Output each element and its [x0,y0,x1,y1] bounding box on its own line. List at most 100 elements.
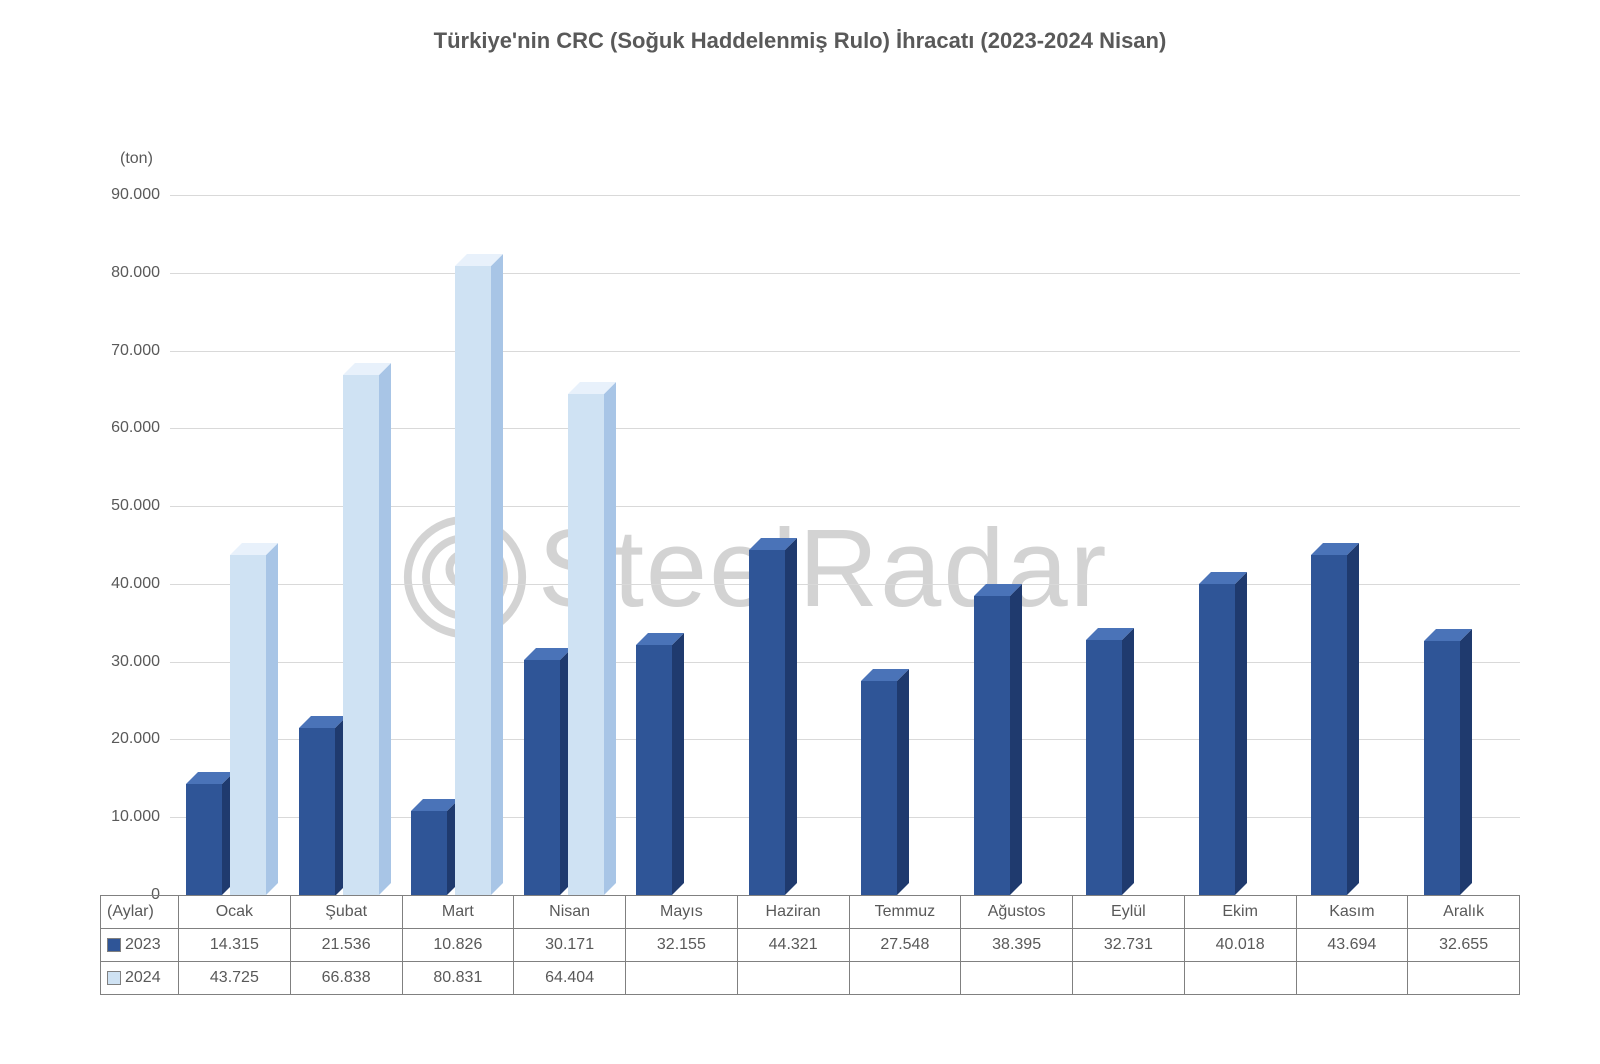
bar [974,596,1010,895]
data-cell: 44.321 [737,929,849,962]
category-group [508,195,621,895]
category-header-cell: Ağustos [961,896,1073,929]
plot-area: SteelRadar 010.00020.00030.00040.00050.0… [170,195,1520,895]
data-cell: 21.536 [290,929,402,962]
category-group [283,195,396,895]
data-cell: 14.315 [179,929,291,962]
y-axis-unit: (ton) [120,150,153,168]
categories-label-cell: (Aylar) [101,896,179,929]
y-tick-label: 80.000 [90,264,160,282]
category-group [395,195,508,895]
data-cell: 30.171 [514,929,626,962]
category-header-cell: Nisan [514,896,626,929]
bar [1311,555,1347,895]
data-cell: 32.655 [1408,929,1520,962]
y-tick-label: 50.000 [90,497,160,515]
data-cell [961,962,1073,995]
data-cell [737,962,849,995]
bar-side [1460,629,1472,895]
data-cell [1073,962,1185,995]
bar-side [1122,628,1134,895]
series-name: 2024 [125,969,161,986]
data-cell: 32.731 [1073,929,1185,962]
data-cell: 10.826 [402,929,514,962]
category-group [170,195,283,895]
bar [411,811,447,895]
series-label-cell: 2023 [101,929,179,962]
bar [186,784,222,895]
data-cell: 38.395 [961,929,1073,962]
bar-side [1235,572,1247,895]
category-group [1408,195,1521,895]
category-header-cell: Haziran [737,896,849,929]
bar-side [491,254,503,895]
bar-side [897,669,909,895]
table-header-row: (Aylar)OcakŞubatMartNisanMayısHaziranTem… [101,896,1520,929]
category-group [733,195,846,895]
category-group [958,195,1071,895]
bar [861,681,897,895]
series-name: 2023 [125,936,161,953]
series-label-cell: 2024 [101,962,179,995]
y-tick-label: 60.000 [90,419,160,437]
category-header-cell: Şubat [290,896,402,929]
y-tick-label: 40.000 [90,575,160,593]
y-tick-label: 70.000 [90,342,160,360]
bar [636,645,672,895]
category-header-cell: Mayıs [626,896,738,929]
table-row: 2024 43.72566.83880.83164.404 [101,962,1520,995]
category-header-cell: Kasım [1296,896,1408,929]
bar-side [672,633,684,895]
category-group [845,195,958,895]
bar [1424,641,1460,895]
bar-side [604,382,616,895]
data-cell: 40.018 [1184,929,1296,962]
bar-side [1347,543,1359,895]
bar-side [1010,584,1022,895]
bar [1086,640,1122,895]
category-group [1295,195,1408,895]
category-group [620,195,733,895]
data-cell: 64.404 [514,962,626,995]
y-tick-label: 30.000 [90,653,160,671]
bar [299,728,335,896]
data-cell [1408,962,1520,995]
bar-side [785,538,797,895]
data-cell: 43.694 [1296,929,1408,962]
chart-title: Türkiye'nin CRC (Soğuk Haddelenmiş Rulo)… [0,28,1600,54]
data-cell [1184,962,1296,995]
category-header-cell: Temmuz [849,896,961,929]
legend-swatch [107,971,121,985]
bar [568,394,604,895]
category-group [1183,195,1296,895]
bar-side [266,543,278,895]
legend-swatch [107,938,121,952]
data-table: (Aylar)OcakŞubatMartNisanMayısHaziranTem… [100,895,1520,995]
bar [749,550,785,895]
table-row: 2023 14.31521.53610.82630.17132.15544.321… [101,929,1520,962]
y-tick-label: 10.000 [90,808,160,826]
data-cell: 66.838 [290,962,402,995]
bar [343,375,379,895]
category-header-cell: Eylül [1073,896,1185,929]
y-tick-label: 20.000 [90,730,160,748]
category-header-cell: Aralık [1408,896,1520,929]
data-cell: 27.548 [849,929,961,962]
y-tick-label: 90.000 [90,186,160,204]
bar [455,266,491,895]
category-header-cell: Ekim [1184,896,1296,929]
category-header-cell: Mart [402,896,514,929]
data-cell [849,962,961,995]
bar [230,555,266,895]
bar [1199,584,1235,895]
data-cell [626,962,738,995]
data-cell: 32.155 [626,929,738,962]
category-header-cell: Ocak [179,896,291,929]
data-cell: 80.831 [402,962,514,995]
data-cell: 43.725 [179,962,291,995]
chart-container: Türkiye'nin CRC (Soğuk Haddelenmiş Rulo)… [0,0,1600,1064]
data-cell [1296,962,1408,995]
category-group [1070,195,1183,895]
bar-side [379,363,391,895]
bar [524,660,560,895]
